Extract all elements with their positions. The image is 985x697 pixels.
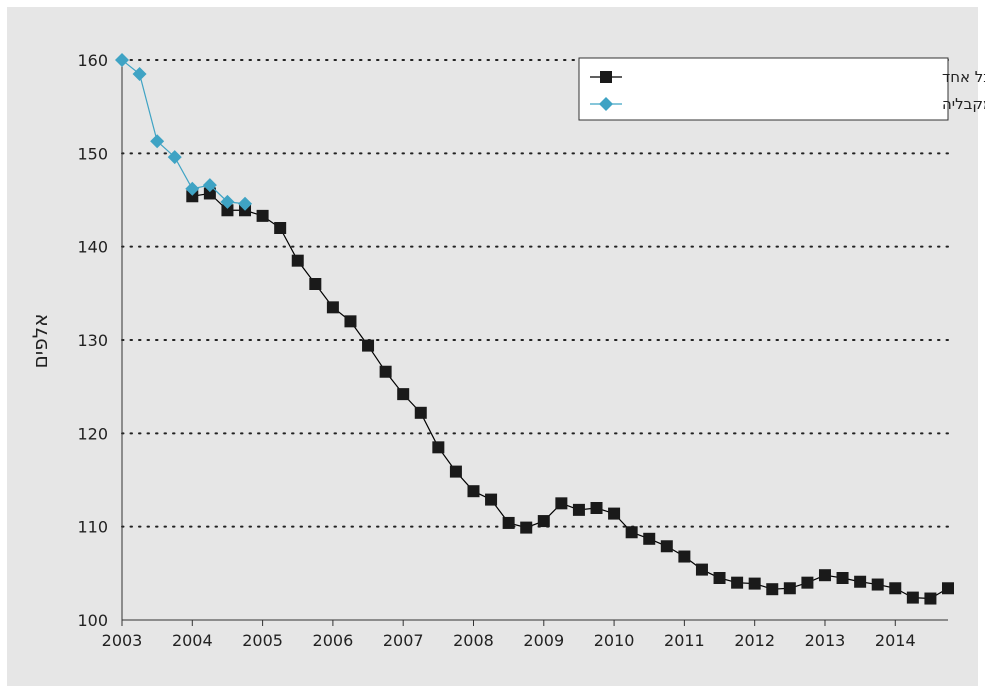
data-point-square: [783, 582, 796, 595]
x-tick-label: 2013: [805, 631, 846, 650]
data-point-square: [344, 315, 357, 328]
data-point-square: [836, 572, 849, 584]
data-point-square: [432, 441, 445, 454]
data-point-square: [291, 254, 304, 267]
data-point-square: [449, 465, 462, 478]
legend-box: [578, 57, 949, 121]
x-tick-label: 2005: [242, 631, 283, 650]
data-point-square: [572, 503, 585, 516]
data-point-square: [203, 187, 216, 200]
y-tick-label: 120: [77, 424, 108, 443]
y-tick-label: 130: [77, 331, 108, 350]
data-point-diamond: [150, 134, 165, 149]
data-point-diamond: [185, 181, 200, 196]
y-tick-label: 100: [77, 611, 108, 630]
x-tick-label: 2009: [523, 631, 564, 650]
data-point-square: [397, 388, 410, 401]
y-tick-label: 160: [77, 51, 108, 70]
y-tick-label: 150: [77, 144, 108, 163]
series: [115, 53, 954, 605]
data-point-square: [274, 222, 287, 234]
data-point-square: [678, 550, 691, 563]
data-point-square: [818, 569, 831, 582]
data-point-square: [942, 582, 954, 595]
data-point-square: [801, 576, 814, 589]
data-point-square: [590, 502, 603, 514]
legend-label-series-2: קצבה מפוצלת שיוחסה לכל מקבליה: [942, 95, 985, 113]
x-tick-label: 2007: [383, 631, 424, 650]
legend-label-series-1: קצבה מפוצלת שיוחסה למקבל אחד: [942, 68, 985, 86]
data-point-square: [256, 209, 269, 222]
data-point-square: [695, 563, 708, 576]
data-point-square: [713, 572, 726, 584]
data-point-square: [889, 582, 902, 595]
data-point-square: [362, 339, 375, 352]
data-point-square: [748, 577, 761, 590]
data-point-diamond: [115, 53, 129, 67]
data-point-square: [537, 515, 550, 528]
data-point-square: [520, 521, 533, 534]
data-point-square: [502, 516, 515, 529]
data-point-diamond: [238, 196, 253, 211]
data-point-diamond: [132, 67, 147, 81]
data-point-square: [379, 365, 392, 378]
data-point-square: [766, 583, 779, 596]
data-point-square: [221, 204, 234, 217]
data-point-square: [871, 578, 884, 591]
data-point-diamond: [167, 150, 182, 165]
x-tick-label: 2010: [594, 631, 635, 650]
data-point-square: [186, 190, 199, 203]
data-point-square: [924, 592, 937, 605]
x-tick-label: 2012: [734, 631, 775, 650]
y-tick-label: 110: [77, 518, 108, 537]
legend: קצבה מפוצלת שיוחסה למקבל אחד קצבה מפוצלת…: [578, 57, 985, 121]
data-point-square: [467, 485, 480, 498]
data-point-square: [643, 532, 656, 545]
x-tick-label: 2011: [664, 631, 705, 650]
data-point-square: [854, 575, 867, 588]
y-tick-label: 140: [77, 238, 108, 257]
data-point-diamond: [220, 194, 235, 209]
legend-marker-square: [600, 71, 612, 83]
axes: 100 110 120 130 140 150 160 2003 2004 2005 2006 200…: [77, 51, 948, 650]
data-point-square: [906, 591, 919, 604]
data-point-square: [485, 493, 498, 506]
grid: [121, 59, 949, 528]
y-axis-label: אלפים: [28, 314, 52, 369]
x-tick-label: 2008: [453, 631, 494, 650]
data-point-square: [414, 406, 427, 419]
data-point-square: [326, 301, 339, 314]
x-tick-label: 2014: [875, 631, 916, 650]
x-tick-label: 2004: [172, 631, 213, 650]
data-point-square: [555, 497, 568, 510]
data-point-square: [660, 540, 673, 553]
x-tick-label: 2006: [313, 631, 354, 650]
data-point-diamond: [202, 178, 217, 193]
x-tick-label: 2003: [102, 631, 143, 650]
legend-marker-diamond: [599, 97, 613, 111]
data-point-square: [625, 526, 638, 539]
data-point-square: [608, 507, 621, 520]
data-point-square: [731, 576, 744, 589]
data-point-square: [309, 278, 322, 290]
